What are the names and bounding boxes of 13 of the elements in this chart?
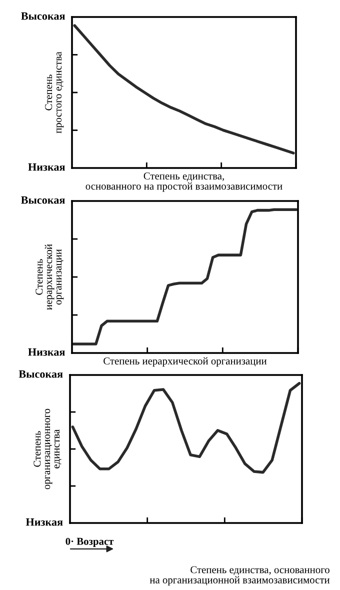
text: 0· Возраст: [66, 538, 114, 547]
text: Низкая: [28, 348, 65, 356]
text: Высокая: [21, 12, 65, 20]
text: Низкая: [26, 518, 63, 526]
text: Низкая: [28, 163, 65, 171]
y-axis-title: Степень простого единства: [45, 52, 64, 134]
x-axis-title: Степень иерархической организации: [104, 357, 267, 367]
text: Высокая: [18, 370, 63, 378]
text: Высокая: [21, 196, 65, 204]
y-axis-title: Степень иерархической организации: [36, 244, 64, 310]
x-axis-title: Степень единства, основанного на организационной взаимозависимости: [150, 566, 330, 586]
x-axis-title: Степень единства, основанного на простой взаимозависимости: [86, 172, 282, 192]
y-axis-title: Степень организационного единства: [34, 408, 62, 490]
